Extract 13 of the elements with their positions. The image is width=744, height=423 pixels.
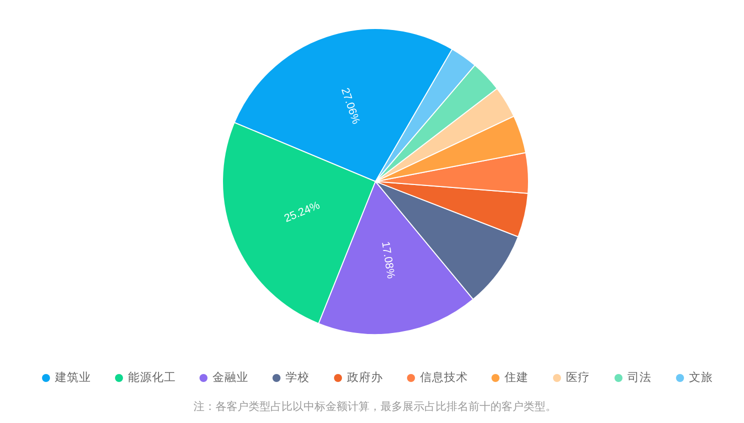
legend-label: 能源化工 — [128, 371, 176, 384]
legend-label: 学校 — [286, 371, 310, 384]
text: 注：各客户类型占比以中标金额计算，最多展示占比排名前十的客户类型。 — [194, 400, 556, 413]
legend-label: 司法 — [628, 371, 652, 384]
legend-label: 住建 — [504, 371, 528, 384]
legend-label: 文旅 — [689, 370, 713, 384]
legend-label: 信息技术 — [420, 371, 468, 384]
data-label: 17.08% — [379, 240, 397, 280]
legend-label: 金融业 — [212, 371, 248, 384]
legend-label: 建筑业 — [54, 371, 91, 384]
data-label: 27.06% — [338, 86, 362, 126]
legend-label: 政府办 — [347, 370, 383, 384]
legend-label: 医疗 — [566, 371, 590, 384]
